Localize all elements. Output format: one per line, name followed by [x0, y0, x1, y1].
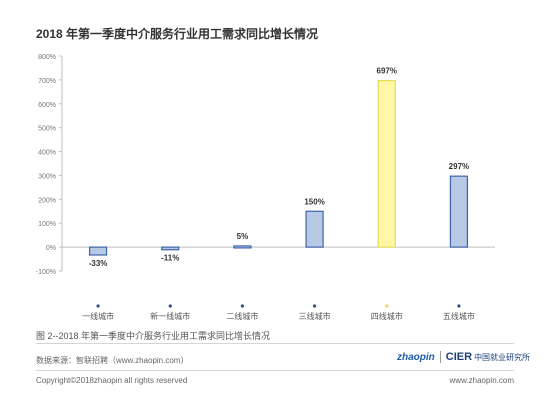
- bar-6: [449, 175, 469, 248]
- y-tick-label: 200%: [38, 197, 56, 204]
- footer-divider-top: [36, 343, 514, 344]
- data-label-1: -33%: [89, 259, 108, 268]
- y-tick-label: 800%: [38, 54, 56, 61]
- bar-2: [161, 246, 180, 251]
- data-label-2: -11%: [161, 254, 179, 263]
- zhaopin-logo: zhaopin: [397, 351, 435, 363]
- website-text: www.zhaopin.com: [449, 376, 514, 385]
- copyright-text: Copyright©2018zhaopin all rights reserve…: [36, 376, 188, 385]
- category-label-4: 三线城市: [299, 311, 331, 321]
- y-tick-label: 500%: [38, 126, 56, 133]
- chart-title: 2018 年第一季度中介服务行业用工需求同比增长情况: [36, 27, 319, 41]
- category-dot-4: [312, 304, 317, 308]
- category-label-3: 二线城市: [226, 311, 258, 321]
- category-label-6: 五线城市: [443, 311, 475, 321]
- bar-4: [305, 210, 324, 248]
- y-tick-label: -100%: [36, 269, 56, 276]
- category-label-2: 新一线城市: [150, 311, 190, 321]
- figure-caption: 图 2--2018 年第一季度中介服务行业用工需求同比增长情况: [36, 331, 271, 341]
- footer-logos: zhaopin CIER 中国就业研究所: [397, 351, 530, 363]
- category-dot-3: [240, 304, 245, 308]
- bar-5: [377, 80, 396, 248]
- bar-3: [233, 245, 252, 249]
- y-tick-label: 0%: [46, 245, 56, 252]
- logo-separator: [439, 351, 441, 363]
- bar-1: [88, 246, 108, 256]
- category-dot-1: [96, 304, 100, 308]
- cier-logo-chinese: 中国就业研究所: [474, 352, 531, 362]
- data-label-5: 697%: [377, 67, 397, 76]
- data-label-3: 5%: [237, 232, 249, 241]
- footer-divider-bottom: [36, 370, 514, 371]
- y-tick-label: 100%: [38, 221, 56, 228]
- category-label-1: 一线城市: [82, 311, 114, 321]
- source-note: 数据来源：智联招聘（www.zhaopin.com）: [36, 356, 189, 365]
- data-label-4: 150%: [304, 197, 324, 206]
- y-tick-label: 600%: [38, 102, 56, 109]
- data-label-6: 297%: [449, 162, 469, 171]
- category-dot-5: [385, 304, 389, 308]
- category-label-5: 四线城市: [371, 311, 403, 321]
- y-tick-label: 400%: [38, 150, 56, 157]
- y-tick-label: 300%: [38, 173, 56, 180]
- category-dot-2: [168, 304, 172, 308]
- cier-logo: CIER: [445, 351, 473, 363]
- category-dot-6: [457, 304, 461, 308]
- y-tick-label: 700%: [38, 78, 56, 85]
